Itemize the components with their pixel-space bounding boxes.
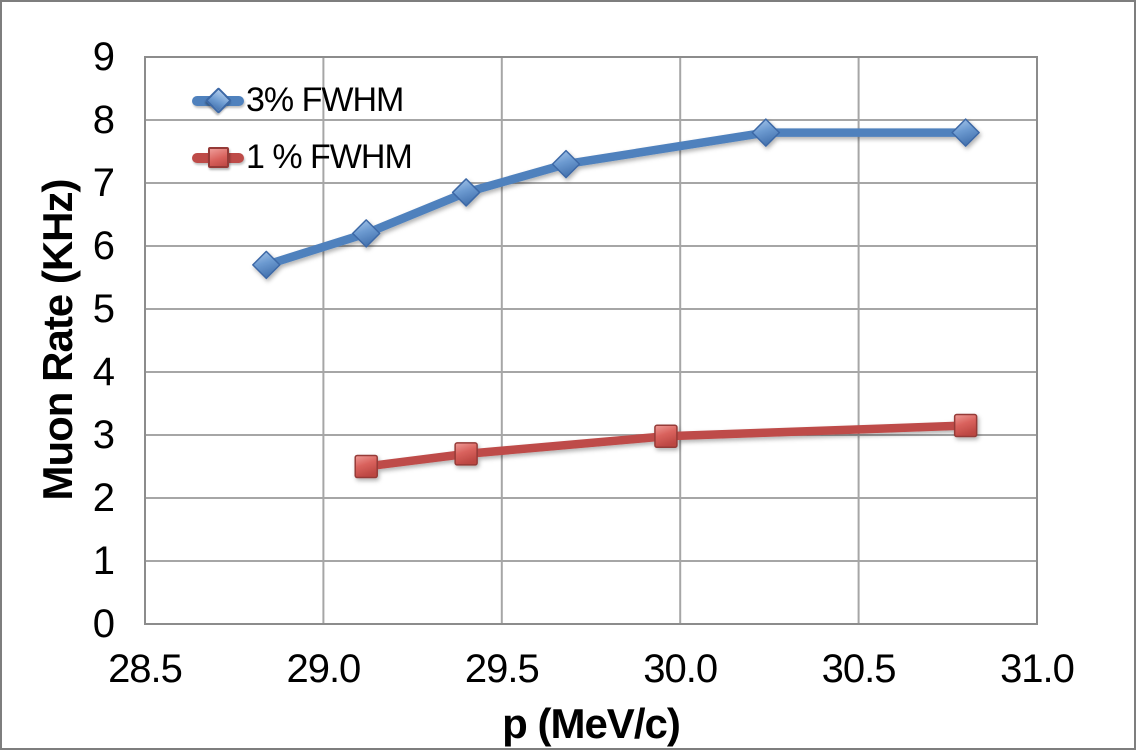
x-tick-label: 28.5	[108, 647, 183, 691]
y-tick-label: 4	[92, 350, 115, 394]
y-tick-label: 9	[92, 35, 115, 79]
legend-label-3pct-fwhm: 3% FWHM	[246, 81, 404, 119]
data-point-square	[654, 424, 678, 449]
data-point-diamond	[252, 250, 281, 280]
y-tick-label: 1	[92, 539, 115, 583]
x-tick-label: 29.0	[286, 647, 361, 691]
data-point-diamond	[751, 118, 781, 147]
legend: 3% FWHM 1 % FWHM	[192, 72, 413, 186]
legend-item-1pct-fwhm: 1 % FWHM	[192, 129, 413, 186]
series-layer	[252, 118, 980, 479]
x-tick-label: 29.5	[464, 647, 540, 691]
plot-border	[144, 56, 1038, 625]
y-tick-label: 5	[92, 287, 115, 331]
legend-sample-1pct	[192, 129, 244, 186]
data-point-square	[354, 454, 378, 479]
y-tick-label: 6	[92, 224, 115, 268]
y-tick-label: 7	[92, 161, 115, 205]
x-axis-title: p (MeV/c)	[502, 700, 681, 747]
data-point-diamond	[351, 219, 381, 248]
gridlines	[144, 56, 1038, 625]
legend-sample-3pct	[192, 72, 244, 129]
y-tick-label: 3	[92, 413, 115, 457]
data-point-diamond	[951, 118, 980, 147]
y-tick-label: 8	[92, 98, 115, 142]
y-tick-label: 0	[92, 602, 115, 646]
series-1pct-fwhm	[354, 413, 978, 479]
series-3pct-fwhm	[252, 118, 980, 280]
x-tick-label: 30.0	[643, 647, 718, 691]
x-tick-label: 31.0	[1000, 647, 1075, 691]
data-point-square	[454, 442, 478, 466]
data-point-diamond	[551, 149, 581, 179]
red-square-marker-icon	[207, 147, 229, 168]
data-point-diamond	[451, 178, 481, 207]
y-axis-title: Muon Rate (KHz)	[34, 179, 81, 501]
x-tick-label: 30.5	[821, 647, 897, 691]
legend-item-3pct-fwhm: 3% FWHM	[192, 72, 412, 129]
series-line	[262, 128, 970, 270]
blue-diamond-marker-icon	[204, 87, 232, 114]
y-tick-label: 2	[92, 476, 115, 520]
series-line	[361, 421, 970, 471]
data-point-square	[953, 413, 978, 438]
legend-label-1pct-fwhm: 1 % FWHM	[246, 138, 413, 176]
